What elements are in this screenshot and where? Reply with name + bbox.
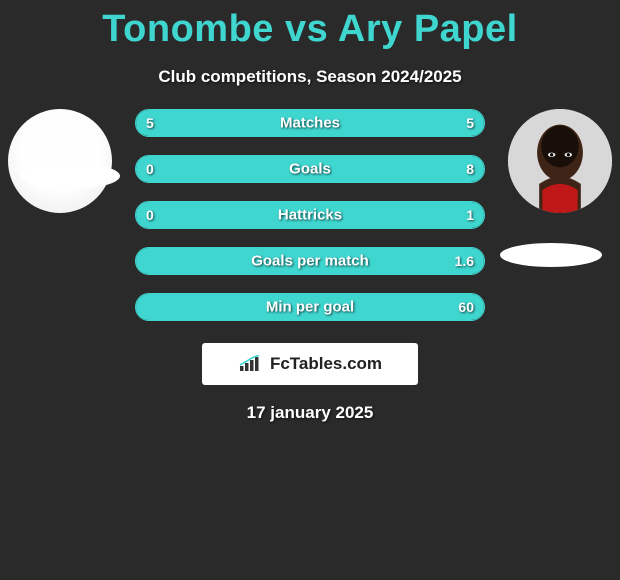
stat-label: Min per goal bbox=[266, 299, 354, 316]
stat-value-right: 1 bbox=[466, 207, 474, 223]
stat-value-left: 0 bbox=[146, 207, 154, 223]
stat-label: Matches bbox=[280, 115, 340, 132]
comparison-panel: Matches 5 5 Goals 0 8 Hattricks 0 1 Goals per mat… bbox=[0, 109, 620, 321]
stat-bars: Matches 5 5 Goals 0 8 Hattricks 0 1 Goals per mat… bbox=[135, 109, 485, 321]
watermark-label: FcTables.com bbox=[270, 354, 382, 374]
stat-label: Hattricks bbox=[278, 207, 342, 224]
stat-value-left: 5 bbox=[146, 115, 154, 131]
stat-fill-left bbox=[136, 156, 146, 182]
player-right-portrait-icon bbox=[508, 109, 612, 213]
stat-value-right: 60 bbox=[458, 299, 474, 315]
date-label: 17 january 2025 bbox=[0, 403, 620, 423]
stat-fill-left bbox=[136, 202, 146, 228]
subtitle: Club competitions, Season 2024/2025 bbox=[0, 67, 620, 87]
stat-row: Hattricks 0 1 bbox=[135, 201, 485, 229]
stat-value-right: 8 bbox=[466, 161, 474, 177]
stat-label: Goals bbox=[289, 161, 331, 178]
stat-row: Matches 5 5 bbox=[135, 109, 485, 137]
page-title: Tonombe vs Ary Papel bbox=[0, 0, 620, 51]
player-left-avatar bbox=[8, 109, 112, 213]
player-right-avatar bbox=[508, 109, 612, 213]
player-right-badge bbox=[500, 243, 602, 267]
stat-row: Goals per match 1.6 bbox=[135, 247, 485, 275]
stat-row: Goals 0 8 bbox=[135, 155, 485, 183]
watermark-chart-icon bbox=[238, 355, 264, 373]
stat-value-right: 1.6 bbox=[455, 253, 474, 269]
stat-value-right: 5 bbox=[466, 115, 474, 131]
stat-row: Min per goal 60 bbox=[135, 293, 485, 321]
player-left-badge bbox=[20, 163, 120, 189]
stat-value-left: 0 bbox=[146, 161, 154, 177]
watermark[interactable]: FcTables.com bbox=[202, 343, 418, 385]
stat-label: Goals per match bbox=[251, 253, 369, 270]
